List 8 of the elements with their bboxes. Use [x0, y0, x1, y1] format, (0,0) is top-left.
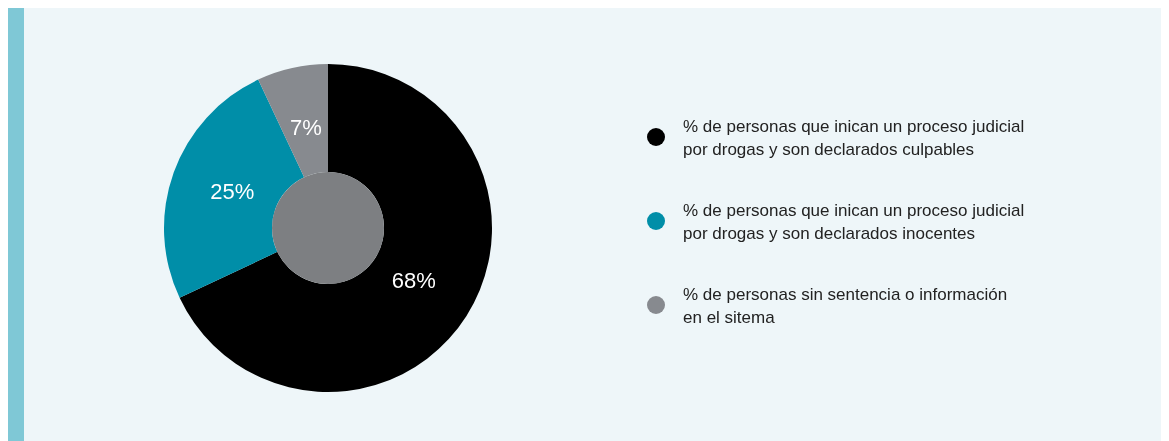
donut-slice — [179, 64, 492, 392]
data-label: 68% — [391, 268, 436, 294]
legend-label: % de personas que inican un proceso judicial por drogas y son declarados culpables — [683, 117, 1025, 160]
data-label: 25% — [210, 179, 255, 205]
legend-label: % de personas que inican un proceso judicial por drogas y son declarados inocentes — [683, 201, 1025, 244]
donut-slice — [258, 64, 328, 178]
data-label: 7% — [289, 114, 322, 140]
legend-label: % de personas sin sentencia o información en el sitema — [683, 285, 1008, 328]
